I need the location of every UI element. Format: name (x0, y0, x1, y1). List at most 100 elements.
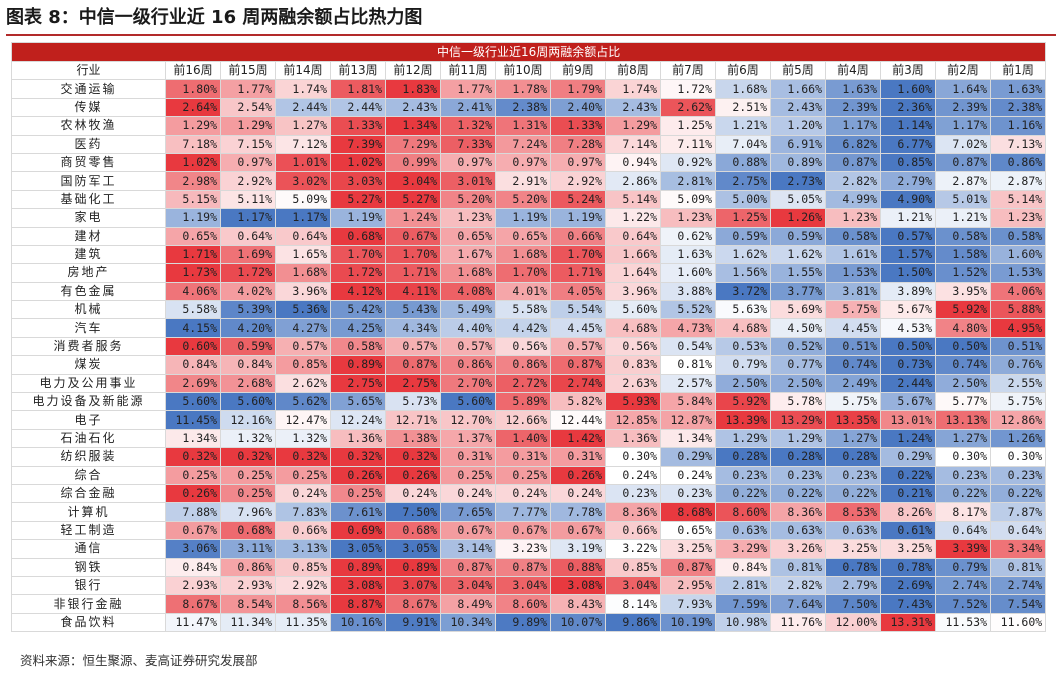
heatmap-cell: 2.50% (715, 373, 771, 394)
heatmap-cell: 0.59% (715, 226, 771, 246)
heatmap-cell: 0.87% (550, 355, 606, 375)
heatmap-cell: 5.60% (165, 392, 221, 412)
heatmap-cell: 1.22% (605, 208, 661, 228)
heatmap-cell: 1.02% (330, 152, 386, 173)
heatmap-cell: 2.43% (605, 97, 661, 118)
heatmap-cell: 1.17% (220, 208, 276, 228)
heatmap-cell: 0.32% (220, 447, 276, 467)
heatmap-cell: 5.14% (989, 189, 1047, 210)
heatmap-cell: 5.65% (330, 392, 386, 412)
heatmap-cell: 1.65% (275, 244, 331, 265)
heatmap-cell: 0.64% (220, 226, 276, 246)
heatmap-cell: 0.76% (989, 355, 1047, 375)
heatmap-cell: 0.87% (825, 152, 881, 173)
heatmap-cell: 2.36% (880, 97, 936, 118)
industry-label: 家电 (11, 208, 166, 228)
heatmap-cell: 3.81% (825, 281, 881, 302)
heatmap-row: 交通运输 1.80% 1.77% 1.74% 1.81% 1.83% 1.77% 1.78% 1… (11, 79, 1047, 99)
heatmap-row: 医药 7.18% 7.15% 7.12% 7.39% 7.29% 7.33% 7.24% 7.2… (11, 134, 1047, 154)
heatmap-cell: 1.38% (385, 428, 441, 449)
heatmap-cell: 0.67% (165, 520, 221, 541)
heatmap-row: 综合金融 0.26% 0.25% 0.24% 0.25% 0.24% 0.24% 0.24% 0… (11, 483, 1047, 504)
heatmap-cell: 3.77% (770, 281, 826, 302)
heatmap-cell: 11.34% (220, 612, 276, 633)
heatmap-cell: 3.22% (605, 539, 661, 559)
heatmap-cell: 2.81% (715, 575, 771, 596)
heatmap-cell: 8.14% (605, 594, 661, 614)
heatmap-cell: 0.65% (165, 226, 221, 246)
heatmap-cell: 8.43% (550, 594, 606, 614)
heatmap-cell: 1.21% (935, 208, 991, 228)
industry-label: 汽车 (11, 318, 166, 338)
heatmap-cell: 5.42% (330, 300, 386, 320)
heatmap-cell: 0.84% (220, 355, 276, 375)
heatmap-cell: 0.56% (495, 336, 551, 357)
heatmap-cell: 5.20% (440, 189, 496, 210)
heatmap-cell: 0.59% (770, 226, 826, 246)
heatmap-cell: 0.28% (770, 447, 826, 467)
heatmap-cell: 1.25% (715, 208, 771, 228)
heatmap-row: 纺织服装 0.32% 0.32% 0.32% 0.32% 0.32% 0.31% 0.31% 0… (11, 447, 1047, 467)
heatmap-cell: 1.34% (165, 428, 221, 449)
heatmap-cell: 0.25% (220, 465, 276, 485)
heatmap-cell: 1.17% (935, 116, 991, 136)
heatmap-cell: 5.49% (440, 300, 496, 320)
chart-title: 中信一级行业近16周两融余额占比 (10, 42, 1047, 62)
column-header: 前5周 (770, 60, 826, 81)
heatmap-cell: 1.02% (165, 152, 221, 173)
industry-label: 纺织服装 (11, 447, 166, 467)
heatmap-cell: 3.05% (330, 539, 386, 559)
heatmap-cell: 4.68% (715, 318, 771, 338)
heatmap-cell: 2.44% (330, 97, 386, 118)
heatmap-cell: 2.44% (880, 373, 936, 394)
heatmap-cell: 1.32% (440, 116, 496, 136)
heatmap-cell: 12.85% (605, 410, 661, 430)
heatmap-cell: 0.77% (770, 355, 826, 375)
heatmap-table: 中信一级行业近16周两融余额占比 行业 前16周 前15周 前14周 前13周 前12周… (10, 42, 1047, 633)
heatmap-cell: 0.89% (330, 355, 386, 375)
column-header: 前1周 (989, 60, 1047, 81)
heatmap-cell: 5.14% (605, 189, 661, 210)
heatmap-row: 食品饮料 11.47% 11.34% 11.35% 10.16% 9.91% 10.34% 9… (11, 612, 1047, 633)
column-header: 前9周 (550, 60, 606, 81)
heatmap-cell: 0.51% (989, 336, 1047, 357)
heatmap-cell: 1.72% (330, 263, 386, 283)
heatmap-cell: 1.34% (660, 428, 716, 449)
heatmap-cell: 2.92% (550, 171, 606, 191)
heatmap-cell: 1.60% (989, 244, 1047, 265)
industry-label: 消费者服务 (11, 336, 166, 357)
heatmap-row: 消费者服务 0.60% 0.59% 0.57% 0.58% 0.57% 0.57% 0.56%… (11, 336, 1047, 357)
heatmap-cell: 5.11% (220, 189, 276, 210)
heatmap-cell: 1.56% (715, 263, 771, 283)
column-header: 前4周 (825, 60, 881, 81)
heatmap-cell: 8.60% (495, 594, 551, 614)
heatmap-row: 非银行金融 8.67% 8.54% 8.56% 8.87% 8.67% 8.49% 8.60%… (11, 594, 1047, 614)
heatmap-cell: 1.58% (935, 244, 991, 265)
heatmap-cell: 1.29% (220, 116, 276, 136)
heatmap-cell: 12.71% (385, 410, 441, 430)
heatmap-cell: 0.23% (660, 483, 716, 504)
heatmap-cell: 4.02% (220, 281, 276, 302)
heatmap-cell: 0.83% (605, 355, 661, 375)
heatmap-cell: 2.41% (440, 97, 496, 118)
heatmap-cell: 1.19% (165, 208, 221, 228)
heatmap-cell: 0.26% (330, 465, 386, 485)
heatmap-cell: 3.03% (330, 171, 386, 191)
heatmap-cell: 0.97% (220, 152, 276, 173)
heatmap-cell: 3.04% (605, 575, 661, 596)
figure-title: 图表 8：中信一级行业近 16 周两融余额占比热力图 (6, 7, 423, 28)
heatmap-cell: 1.21% (880, 208, 936, 228)
heatmap-cell: 7.59% (715, 594, 771, 614)
heatmap-cell: 4.27% (275, 318, 331, 338)
heatmap-cell: 6.91% (770, 134, 826, 154)
heatmap-cell: 0.25% (165, 465, 221, 485)
industry-label: 石油石化 (11, 428, 166, 449)
heatmap-cell: 8.54% (220, 594, 276, 614)
heatmap-cell: 2.39% (935, 97, 991, 118)
industry-label: 综合金融 (11, 483, 166, 504)
heatmap-cell: 0.97% (550, 152, 606, 173)
heatmap-cell: 3.04% (440, 575, 496, 596)
heatmap-cell: 0.23% (770, 465, 826, 485)
heatmap-cell: 0.64% (935, 520, 991, 541)
heatmap-cell: 1.73% (165, 263, 221, 283)
